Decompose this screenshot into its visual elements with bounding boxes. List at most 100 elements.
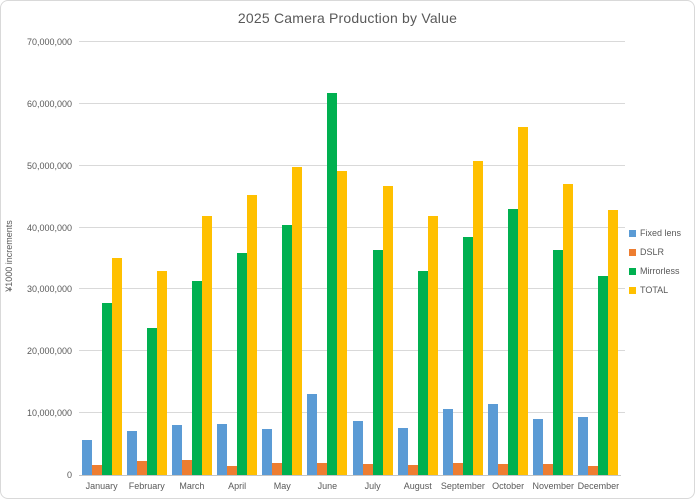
- bar-fixed-lens-february[interactable]: [126, 431, 137, 475]
- bar-dslr-january[interactable]: [91, 465, 102, 475]
- y-tick-label: 70,000,000: [26, 37, 72, 47]
- chart-title: 2025 Camera Production by Value: [237, 10, 458, 26]
- y-tick-label: 50,000,000: [26, 160, 72, 171]
- x-tick-label-august: August: [403, 481, 432, 491]
- gridline: [79, 288, 625, 290]
- bar-mirrorless-november[interactable]: [553, 250, 564, 475]
- gridline: [79, 164, 625, 166]
- bar-group-october: [488, 127, 529, 475]
- bar-group-march: [171, 216, 212, 475]
- x-tick-label-december: December: [577, 481, 620, 491]
- x-tick-label-june: June: [317, 481, 338, 491]
- bar-fixed-lens-november[interactable]: [533, 419, 544, 475]
- legend-label: TOTAL: [640, 285, 669, 295]
- legend-swatch-total-icon: [629, 286, 636, 294]
- gridline: [79, 412, 625, 414]
- legend-item-dslr[interactable]: DSLR: [629, 247, 681, 257]
- bar-mirrorless-march[interactable]: [191, 281, 202, 475]
- legend-label: Fixed lens: [640, 228, 682, 238]
- bar-total-august[interactable]: [427, 216, 438, 475]
- x-tick-label-april: April: [228, 481, 247, 491]
- bar-fixed-lens-december[interactable]: [578, 417, 589, 475]
- bar-dslr-october[interactable]: [498, 464, 509, 475]
- bar-group-september: [442, 161, 483, 475]
- legend-item-mirrorless[interactable]: Mirrorless: [629, 266, 681, 276]
- gridline: [79, 226, 625, 228]
- bar-total-october[interactable]: [518, 127, 529, 475]
- legend-label: Mirrorless: [640, 266, 680, 276]
- bar-dslr-february[interactable]: [136, 461, 147, 475]
- bar-total-december[interactable]: [608, 210, 619, 475]
- bar-mirrorless-september[interactable]: [462, 237, 473, 475]
- bar-mirrorless-january[interactable]: [101, 303, 112, 475]
- bar-mirrorless-june[interactable]: [327, 93, 338, 475]
- bar-total-may[interactable]: [292, 167, 303, 475]
- y-tick-label: 30,000,000: [26, 284, 72, 295]
- y-tick-label: 60,000,000: [26, 98, 72, 109]
- plot-area: [79, 41, 625, 476]
- y-axis-title: ¥1000 increments: [4, 220, 14, 292]
- bar-group-february: [126, 271, 167, 475]
- bar-group-may: [262, 167, 303, 475]
- x-tick-label-september: September: [440, 481, 485, 491]
- bar-total-november[interactable]: [563, 184, 574, 475]
- gridline: [79, 41, 625, 42]
- legend-swatch-mirrorless-icon: [629, 267, 636, 275]
- bar-dslr-june[interactable]: [317, 463, 328, 475]
- x-tick-label-february: February: [128, 481, 165, 491]
- bar-dslr-august[interactable]: [407, 465, 418, 475]
- bar-fixed-lens-august[interactable]: [397, 428, 408, 475]
- bar-total-april[interactable]: [247, 195, 258, 475]
- bar-dslr-may[interactable]: [272, 463, 283, 475]
- bar-total-january[interactable]: [111, 258, 122, 475]
- bar-group-july: [352, 186, 393, 475]
- bar-total-march[interactable]: [201, 216, 212, 475]
- bar-mirrorless-august[interactable]: [417, 271, 428, 475]
- bar-fixed-lens-june[interactable]: [307, 394, 318, 475]
- legend-label: DSLR: [640, 247, 665, 257]
- bar-dslr-march[interactable]: [181, 460, 192, 475]
- y-tick-label: 10,000,000: [26, 408, 72, 419]
- legend-swatch-dslr-icon: [629, 248, 636, 256]
- legend-item-fixed-lens[interactable]: Fixed lens: [629, 228, 681, 238]
- bar-fixed-lens-july[interactable]: [352, 421, 363, 475]
- bar-mirrorless-july[interactable]: [372, 250, 383, 475]
- bar-group-april: [217, 195, 258, 475]
- bar-fixed-lens-october[interactable]: [488, 404, 499, 475]
- x-tick-label-january: January: [85, 481, 118, 491]
- bar-dslr-december[interactable]: [588, 466, 599, 475]
- bar-fixed-lens-may[interactable]: [262, 429, 273, 475]
- bar-group-january: [81, 258, 122, 475]
- bar-fixed-lens-september[interactable]: [442, 409, 453, 475]
- y-tick-label: 40,000,000: [26, 222, 72, 233]
- bar-total-february[interactable]: [156, 271, 167, 475]
- x-tick-label-march: March: [179, 481, 205, 491]
- bar-mirrorless-may[interactable]: [282, 225, 293, 475]
- legend: Fixed lens DSLR Mirrorless TOTAL: [629, 228, 681, 304]
- x-tick-label-july: July: [364, 481, 381, 491]
- bar-group-december: [578, 210, 619, 475]
- bar-fixed-lens-january[interactable]: [81, 440, 92, 475]
- bar-dslr-july[interactable]: [362, 464, 373, 475]
- bar-dslr-april[interactable]: [227, 466, 238, 475]
- x-tick-label-may: May: [273, 481, 291, 491]
- y-tick-label: 0: [66, 470, 72, 480]
- bar-mirrorless-october[interactable]: [508, 209, 519, 475]
- bar-group-november: [533, 184, 574, 475]
- bar-fixed-lens-april[interactable]: [217, 424, 228, 475]
- x-tick-label-october: October: [492, 481, 525, 491]
- bar-fixed-lens-march[interactable]: [171, 425, 182, 475]
- legend-item-total[interactable]: TOTAL: [629, 285, 681, 295]
- y-tick-label: 20,000,000: [26, 346, 72, 357]
- legend-swatch-fixed-lens-icon: [629, 229, 636, 237]
- bar-total-june[interactable]: [337, 171, 348, 475]
- bar-mirrorless-december[interactable]: [598, 276, 609, 475]
- bar-mirrorless-april[interactable]: [237, 253, 248, 475]
- bar-total-july[interactable]: [382, 186, 393, 475]
- bar-dslr-september[interactable]: [452, 463, 463, 475]
- gridline: [79, 350, 625, 352]
- bar-total-september[interactable]: [472, 161, 483, 475]
- bar-dslr-november[interactable]: [543, 464, 554, 475]
- bar-mirrorless-february[interactable]: [146, 328, 157, 475]
